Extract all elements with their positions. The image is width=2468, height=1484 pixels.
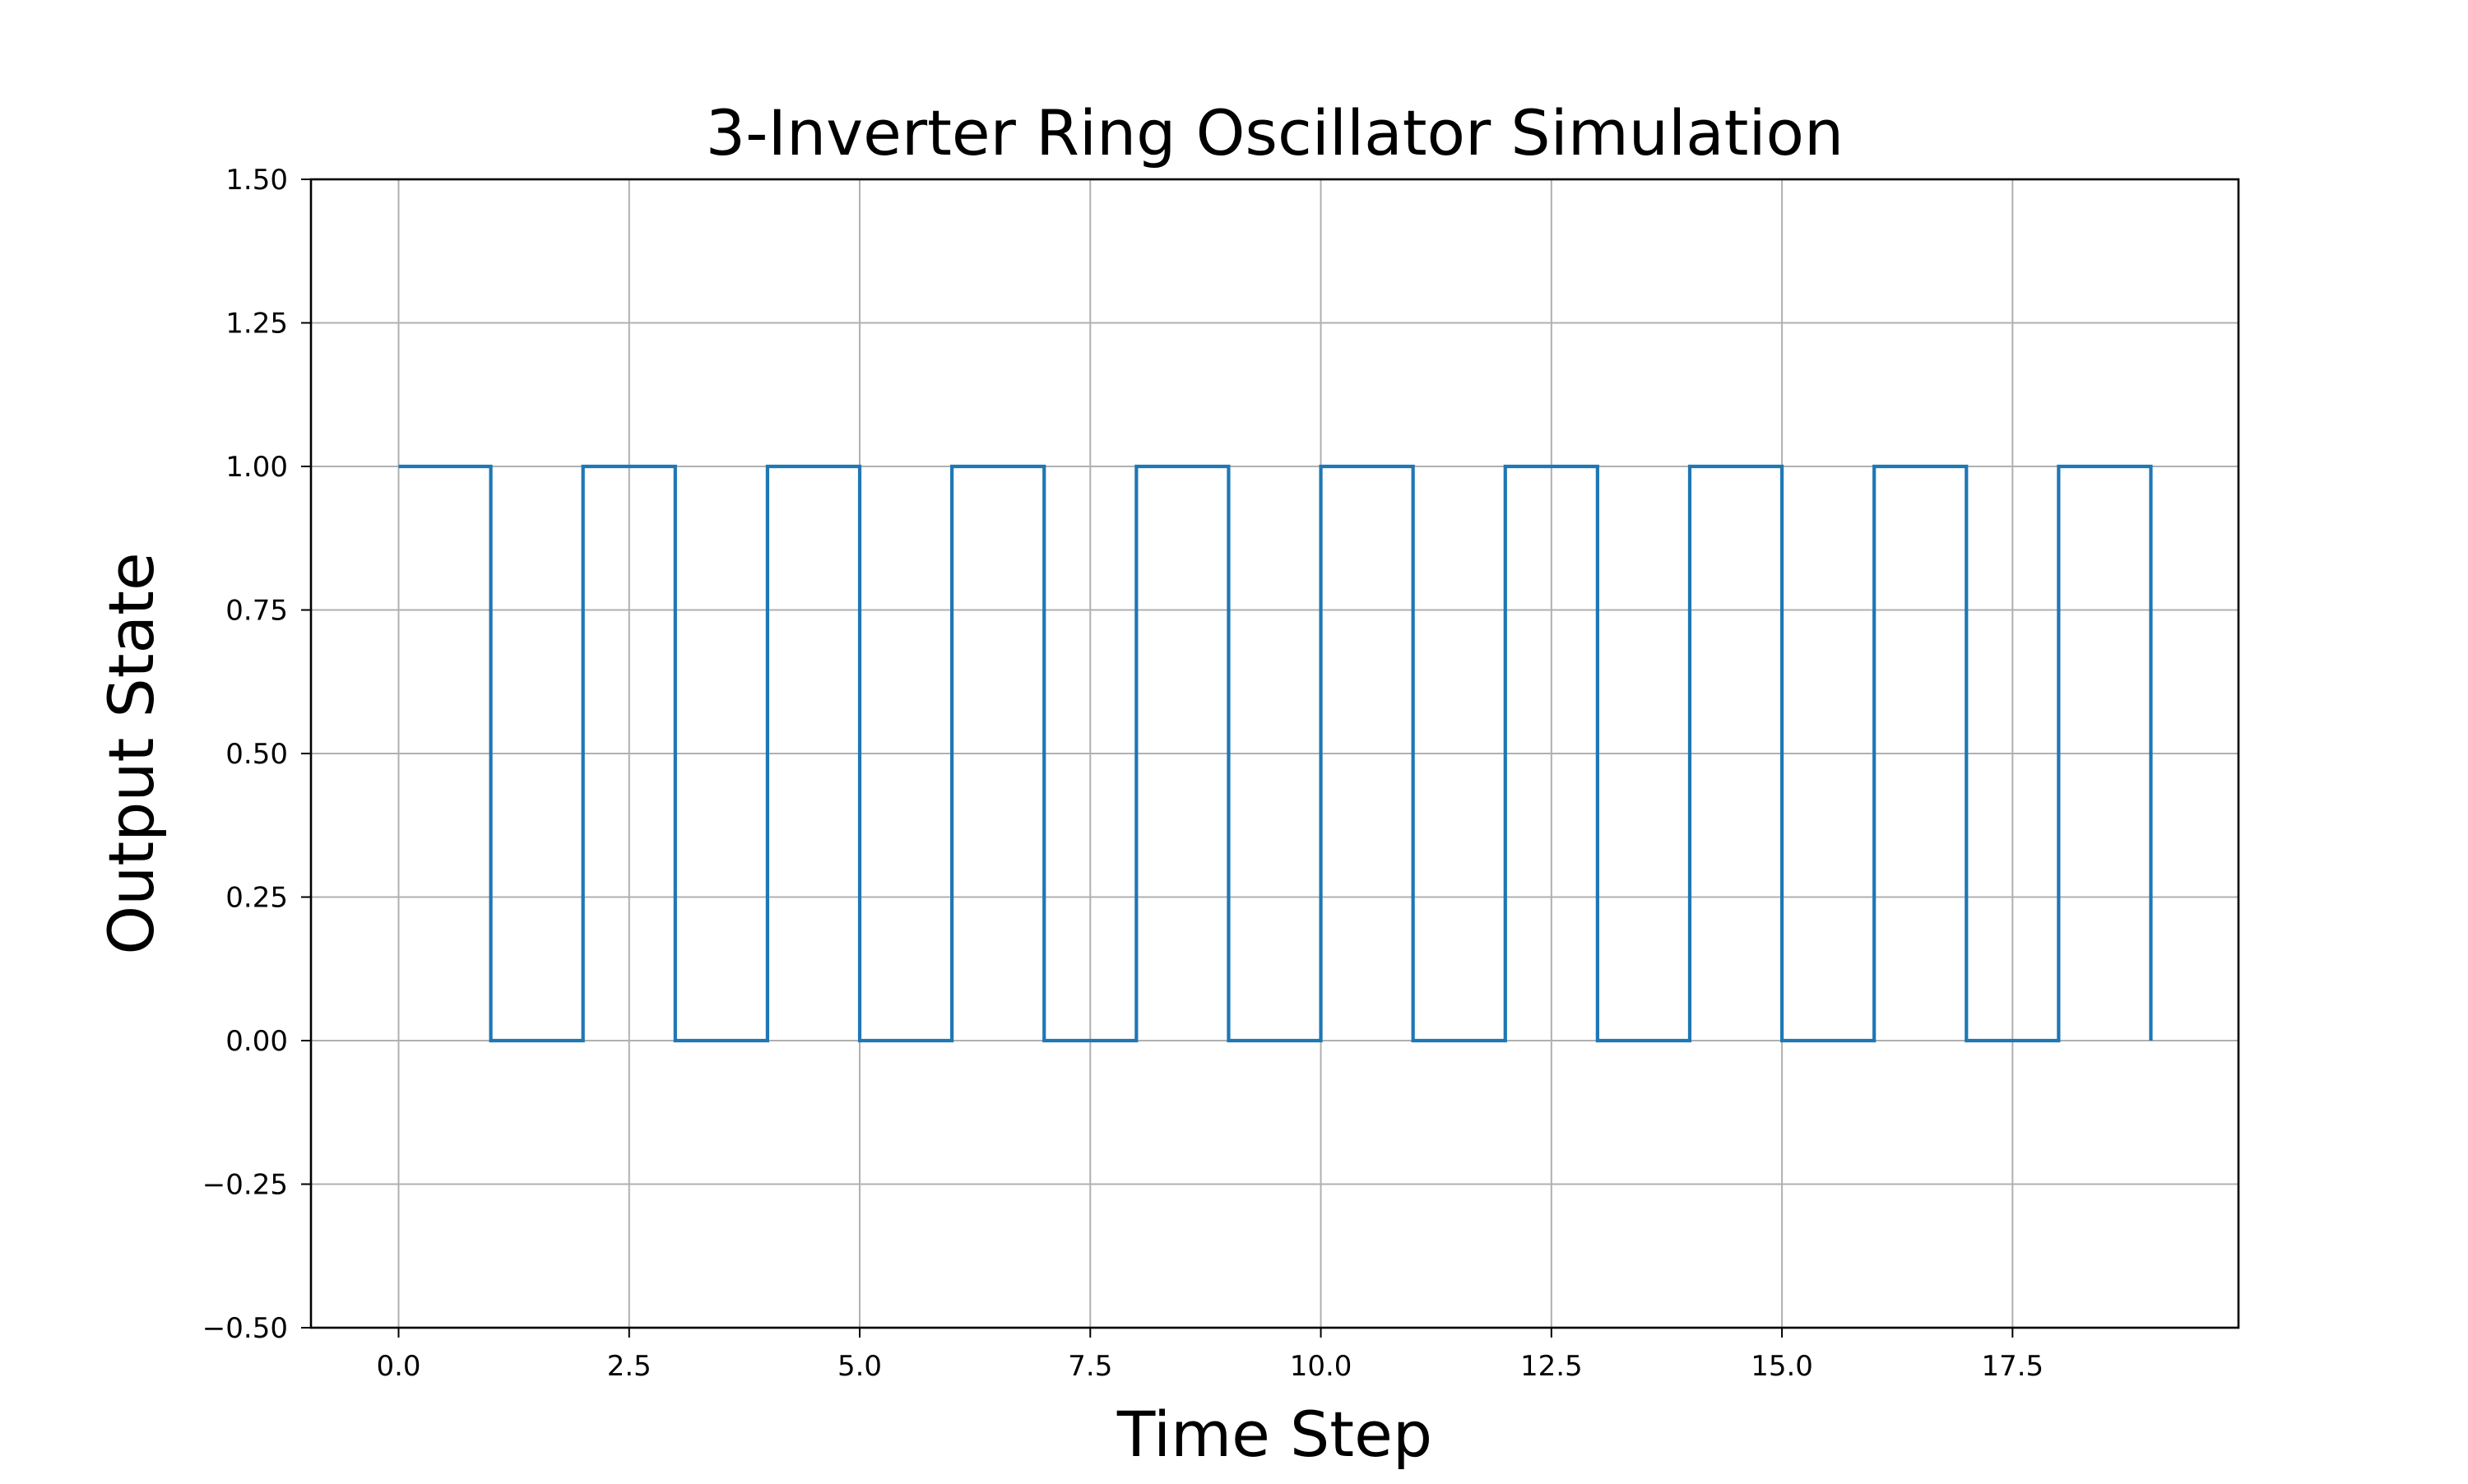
x-tick-label: 12.5 <box>1520 1350 1583 1383</box>
x-tick-label: 10.0 <box>1290 1350 1352 1383</box>
y-tick-label: −0.25 <box>202 1169 288 1202</box>
ticks: 0.0 2.5 5.0 7.5 10.0 12.5 15.0 17.5 −0.50 −0.25 0.… <box>202 164 2044 1383</box>
x-tick-label: 5.0 <box>837 1350 882 1383</box>
y-tick-label: 0.00 <box>225 1025 288 1058</box>
x-tick-label: 7.5 <box>1068 1350 1112 1383</box>
x-tick-label: 15.0 <box>1751 1350 1813 1383</box>
series-line <box>398 464 2153 1043</box>
y-tick-label: −0.50 <box>202 1312 288 1345</box>
y-tick-label: 0.75 <box>225 595 288 628</box>
y-tick-label: 1.50 <box>225 164 288 197</box>
x-axis-label: Time Step <box>1116 1398 1432 1471</box>
x-tick-label: 17.5 <box>1981 1350 2044 1383</box>
x-tick-label: 0.0 <box>376 1350 420 1383</box>
y-tick-label: 0.25 <box>225 882 288 915</box>
chart-title: 3-Inverter Ring Oscillator Simulation <box>706 96 1844 169</box>
y-tick-label: 0.50 <box>225 738 288 771</box>
x-tick-label: 2.5 <box>607 1350 652 1383</box>
series-layer <box>398 464 2153 1043</box>
y-tick-label: 1.25 <box>225 308 288 341</box>
y-tick-label: 1.00 <box>225 451 288 484</box>
y-axis-label: Output State <box>95 552 168 954</box>
